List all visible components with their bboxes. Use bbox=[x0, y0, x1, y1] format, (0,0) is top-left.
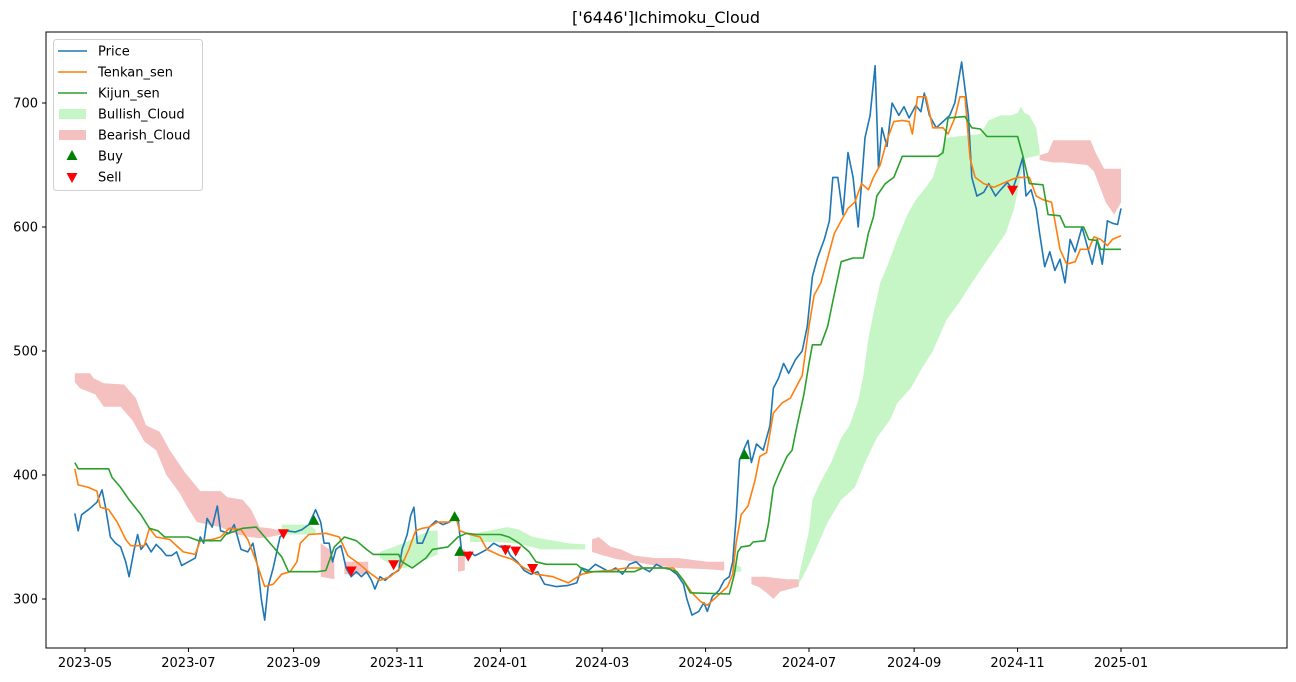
sell-signal-marker bbox=[1006, 185, 1018, 196]
legend: Price Tenkan_sen Kijun_sen Bullish_Cloud Bea… bbox=[53, 39, 203, 191]
x-tick-label: 2025-01 bbox=[1094, 656, 1148, 671]
legend-label: Bullish_Cloud bbox=[98, 108, 185, 123]
kijun-sen-line bbox=[74, 115, 1121, 595]
y-tick-label: 500 bbox=[13, 345, 38, 360]
x-tick-label: 2023-09 bbox=[266, 656, 320, 671]
buy-signal-marker bbox=[449, 511, 461, 522]
legend-item-price: Price bbox=[58, 45, 130, 60]
bearish-cloud-region bbox=[751, 576, 799, 599]
x-axis: 2023-05 2023-07 2023-09 2023-11 2024-01 2024-… bbox=[58, 648, 1148, 671]
buy-signal-marker bbox=[308, 514, 320, 525]
price-line bbox=[74, 61, 1122, 621]
x-tick-label: 2024-11 bbox=[990, 656, 1044, 671]
x-tick-label: 2024-01 bbox=[473, 656, 527, 671]
chart-title: ['6446']Ichimoku_Cloud bbox=[572, 8, 760, 28]
tenkan-sen-line bbox=[74, 96, 1122, 607]
legend-label: Price bbox=[98, 45, 130, 60]
signal-markers bbox=[277, 185, 1018, 577]
x-tick-label: 2024-05 bbox=[678, 656, 732, 671]
legend-item-sell: Sell bbox=[66, 171, 121, 186]
y-axis: 300 400 500 600 700 bbox=[13, 97, 46, 608]
legend-box bbox=[53, 39, 203, 191]
bearish-cloud-region bbox=[74, 373, 282, 539]
legend-item-bearish-cloud: Bearish_Cloud bbox=[59, 129, 191, 144]
legend-patch-swatch bbox=[59, 109, 86, 119]
y-tick-label: 400 bbox=[13, 469, 38, 484]
legend-label: Sell bbox=[98, 171, 121, 186]
bullish-cloud-region bbox=[469, 527, 586, 550]
bearish-cloud-region bbox=[592, 537, 725, 571]
legend-label: Tenkan_sen bbox=[97, 66, 173, 81]
y-tick-label: 600 bbox=[13, 221, 38, 236]
legend-item-bullish-cloud: Bullish_Cloud bbox=[59, 108, 185, 123]
x-tick-label: 2024-03 bbox=[575, 656, 629, 671]
x-tick-label: 2023-11 bbox=[370, 656, 424, 671]
bearish-cloud-region bbox=[1039, 140, 1121, 215]
legend-label: Buy bbox=[98, 150, 123, 165]
x-tick-label: 2024-09 bbox=[887, 656, 941, 671]
legend-patch-swatch bbox=[59, 130, 86, 140]
legend-item-kijun-sen: Kijun_sen bbox=[58, 87, 160, 102]
buy-signal-marker bbox=[454, 545, 466, 556]
legend-label: Kijun_sen bbox=[98, 87, 160, 102]
sell-signal-marker bbox=[510, 546, 522, 557]
x-tick-label: 2024-07 bbox=[782, 656, 836, 671]
sell-signal-marker bbox=[462, 551, 474, 562]
y-tick-label: 300 bbox=[13, 593, 38, 608]
legend-item-tenkan-sen: Tenkan_sen bbox=[58, 66, 173, 81]
sell-signal-marker bbox=[345, 566, 357, 577]
sell-signal-marker bbox=[527, 564, 539, 574]
series-lines bbox=[74, 61, 1122, 621]
sell-signal-marker bbox=[277, 529, 289, 540]
x-tick-label: 2023-05 bbox=[58, 656, 112, 671]
y-tick-label: 700 bbox=[13, 97, 38, 112]
sell-marker-icon bbox=[66, 173, 78, 183]
sell-signal-marker bbox=[388, 560, 400, 571]
plot-area bbox=[74, 61, 1122, 621]
x-tick-label: 2023-07 bbox=[161, 656, 215, 671]
buy-marker-icon bbox=[66, 150, 78, 160]
legend-label: Bearish_Cloud bbox=[98, 129, 191, 144]
bearish-cloud-layer bbox=[74, 140, 1121, 599]
axes-frame bbox=[45, 31, 1288, 649]
bullish-cloud-layer bbox=[281, 106, 1040, 585]
buy-signal-marker bbox=[739, 449, 751, 460]
sell-signal-marker bbox=[500, 545, 512, 556]
bullish-cloud-region bbox=[798, 106, 1040, 585]
legend-item-buy: Buy bbox=[66, 150, 123, 165]
